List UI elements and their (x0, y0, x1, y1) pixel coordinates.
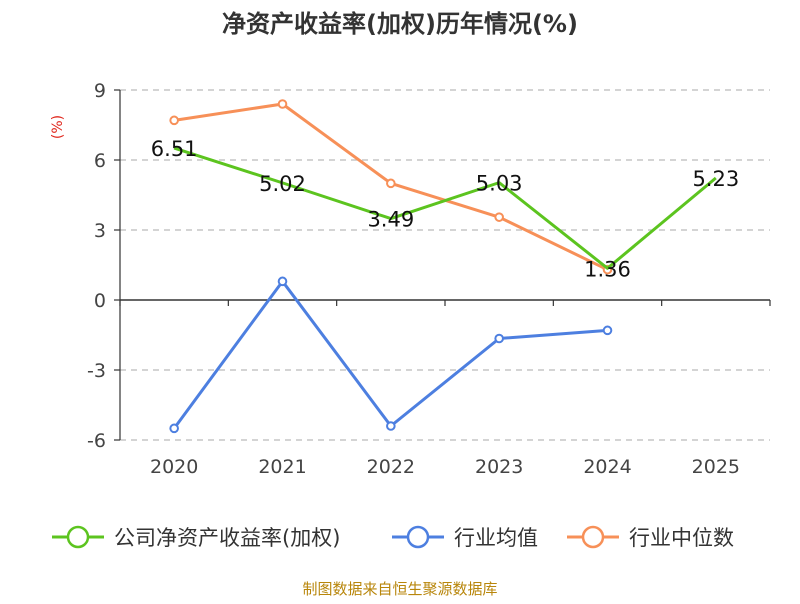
y-tick-label: -3 (87, 360, 106, 382)
data-label-layer: 6.51 5.02 3.49 5.03 1.36 5.23 (151, 137, 739, 281)
x-tick-label: 2024 (583, 456, 631, 478)
series-2 (169, 276, 613, 434)
series-line (172, 279, 608, 430)
data-point (169, 115, 179, 126)
data-label: 5.23 (692, 167, 739, 191)
legend: 公司净资产收益率(加权) 行业均值 行业中位数 (52, 525, 734, 550)
y-tick-label: 6 (94, 150, 106, 172)
series-1 (173, 146, 717, 270)
y-axis-label: (%) (50, 115, 66, 139)
data-point (277, 99, 288, 109)
data-point (169, 423, 179, 434)
data-point (602, 325, 613, 336)
y-tick-label: 3 (94, 220, 106, 242)
chart-title: 净资产收益率(加权)历年情况(%) (222, 10, 578, 38)
data-label: 3.49 (367, 208, 414, 232)
data-label: 5.02 (259, 172, 306, 196)
data-label: 6.51 (151, 137, 198, 161)
legend-label: 行业中位数 (629, 526, 734, 550)
legend-marker (66, 525, 90, 549)
y-tick-label: 9 (94, 80, 106, 102)
x-tick-label: 2021 (258, 456, 306, 478)
legend-item-2: 行业均值 (392, 525, 538, 550)
legend-marker (581, 525, 605, 549)
y-tick-label: -6 (87, 430, 106, 452)
legend-label: 公司净资产收益率(加权) (114, 526, 340, 550)
data-point (494, 333, 504, 344)
grid-layer (120, 89, 770, 441)
y-tick-label: 0 (94, 290, 106, 312)
data-point (277, 276, 288, 287)
data-point (386, 421, 396, 431)
x-tick-label: 2022 (367, 456, 415, 478)
source-note: 制图数据来自恒生聚源数据库 (302, 580, 497, 598)
legend-item-1: 公司净资产收益率(加权) (52, 525, 340, 550)
data-label: 5.03 (476, 172, 523, 196)
legend-marker (406, 525, 430, 549)
x-tick-label: 2023 (475, 456, 523, 478)
legend-label: 行业均值 (454, 526, 538, 550)
data-point (386, 178, 396, 189)
x-tick-label: 2020 (150, 456, 198, 478)
legend-item-3: 行业中位数 (567, 525, 734, 550)
series-3 (169, 99, 613, 275)
axis-layer: 9 6 3 0 -3 -6 2020 2021 2022 2023 2024 2025 (87, 80, 771, 478)
series-line (173, 146, 717, 270)
x-tick-label: 2025 (692, 456, 740, 478)
data-label: 1.36 (584, 257, 631, 281)
series-layer (169, 99, 717, 434)
data-point (494, 212, 504, 222)
